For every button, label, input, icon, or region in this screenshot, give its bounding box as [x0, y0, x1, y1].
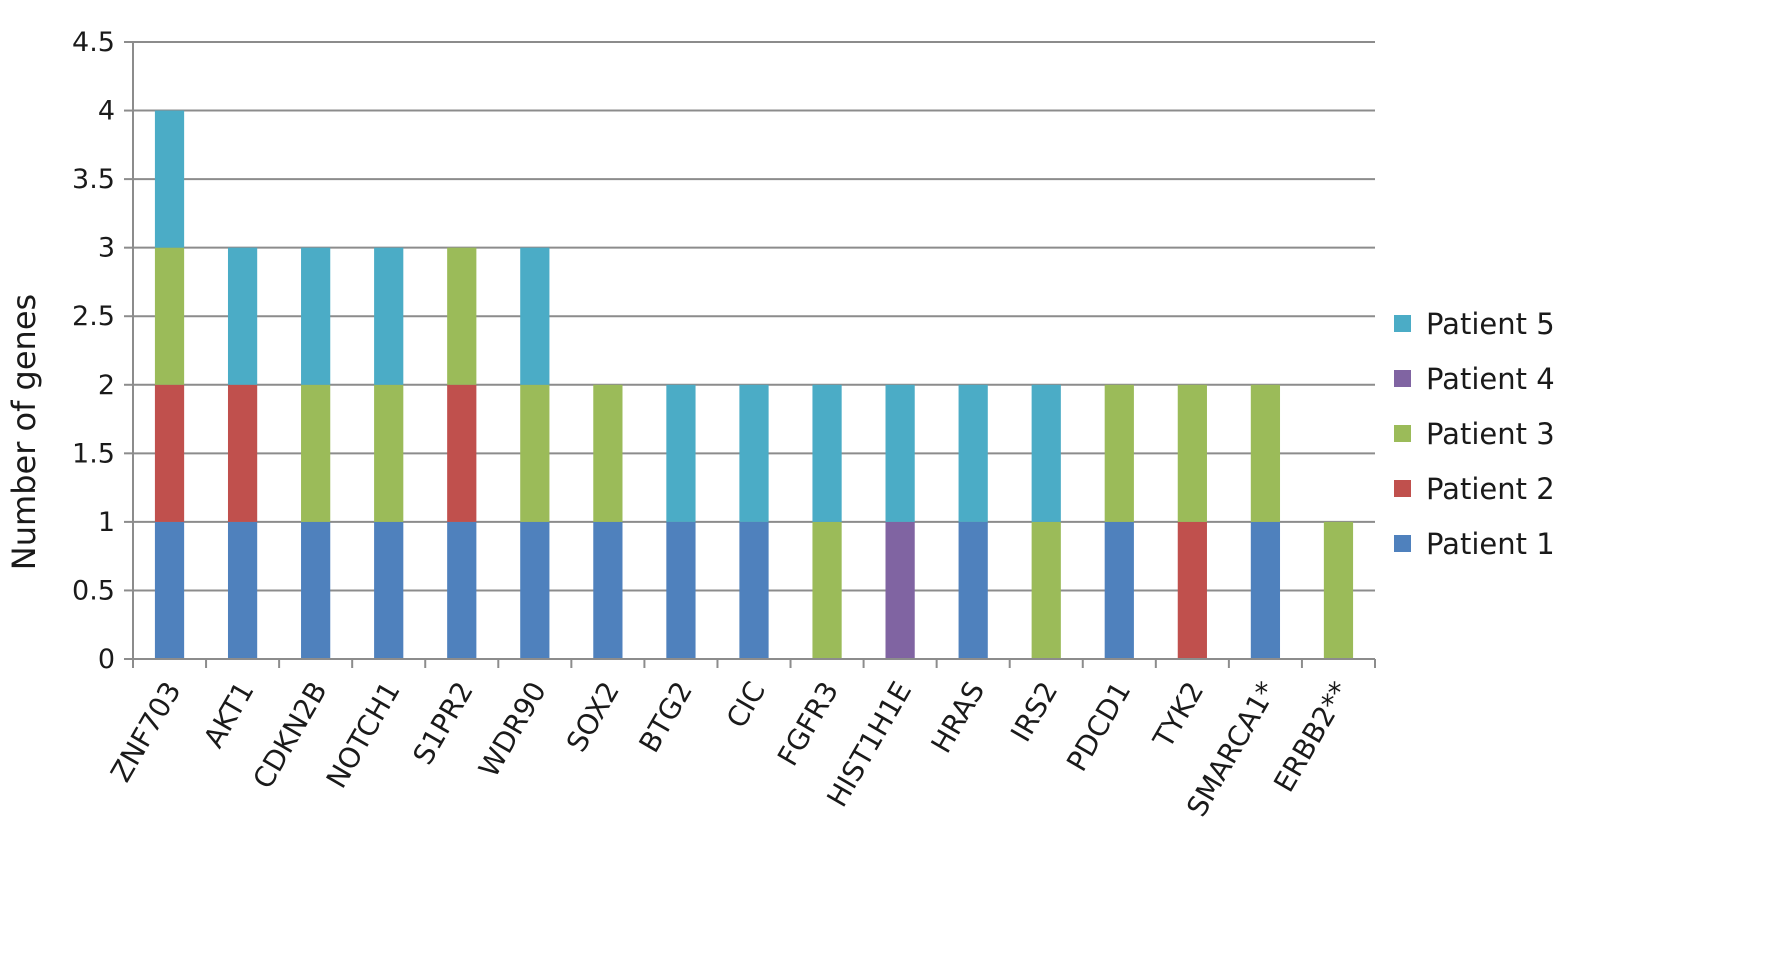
y-tick-label: 3: [98, 233, 115, 264]
bar-segment: [154, 384, 185, 522]
x-tick-label: S1PR2: [406, 676, 479, 770]
bar-segment: [227, 521, 258, 659]
bar-segment: [447, 384, 477, 522]
y-tick-label: 3.5: [72, 164, 115, 195]
x-tick-label: CIC: [720, 676, 772, 734]
x-tick-label: PDCD1: [1060, 676, 1137, 777]
bar-segment: [1177, 384, 1207, 522]
bar-segment: [154, 110, 185, 248]
bar-segment: [520, 384, 550, 522]
legend-label: Patient 3: [1426, 417, 1555, 451]
legend: Patient 5 Patient 4 Patient 3 Patient 2 Pati…: [1394, 307, 1555, 561]
bar-segment: [227, 247, 258, 385]
bar-segment: [885, 521, 915, 659]
axes: [124, 41, 1376, 668]
bar-segment: [593, 521, 623, 659]
bar-segment: [812, 521, 842, 659]
bar-segment: [520, 521, 550, 659]
bar-segment: [154, 521, 185, 659]
bar-segment: [958, 384, 988, 522]
bar-segment: [739, 384, 769, 522]
bar-segment: [593, 384, 623, 522]
bar-segment: [739, 521, 769, 659]
bar-segment: [520, 247, 550, 385]
bar-segment: [301, 384, 331, 522]
bar-segment: [1104, 521, 1134, 659]
y-tick-label: 4: [98, 96, 115, 127]
bar-segment: [1250, 384, 1281, 522]
x-tick-label: IRS2: [1004, 676, 1064, 747]
legend-label: Patient 5: [1426, 307, 1555, 341]
y-tick-label: 4.5: [72, 27, 115, 58]
x-tick-label: AKT1: [197, 676, 261, 753]
gridlines: [133, 41, 1375, 592]
bar-segment: [301, 247, 331, 385]
legend-label: Patient 2: [1426, 472, 1555, 506]
bar-segment: [154, 247, 185, 385]
bar-segment: [447, 247, 477, 385]
bar-segment: [1031, 384, 1061, 522]
y-axis-title: Number of genes: [5, 294, 43, 570]
legend-swatch: [1394, 480, 1411, 497]
bar-segment: [301, 521, 331, 659]
bar-segment: [885, 384, 915, 522]
y-tick-label: 2.5: [72, 301, 115, 332]
bar-segment: [1250, 521, 1281, 659]
bar-segment: [447, 521, 477, 659]
bar-segment: [666, 521, 696, 659]
y-tick-labels: 0 0.5 1 1.5 2 2.5 3 3.5 4 4.5: [72, 27, 115, 675]
y-tick-label: 0: [98, 644, 115, 675]
x-tick-label: SOX2: [560, 676, 626, 757]
y-tick-label: 0.5: [72, 575, 115, 606]
legend-swatch: [1394, 535, 1411, 552]
y-tick-label: 2: [98, 370, 115, 401]
bar-segment: [1323, 521, 1354, 659]
x-tick-label: WDR90: [472, 676, 553, 783]
legend-label: Patient 4: [1426, 362, 1555, 396]
x-tick-label: BTG2: [633, 676, 699, 758]
x-tick-label: ZNF703: [104, 676, 187, 787]
bar-segment: [374, 247, 404, 385]
legend-label: Patient 1: [1426, 527, 1555, 561]
bar-segment: [812, 384, 842, 522]
legend-swatch: [1394, 315, 1411, 332]
bar-segment: [1104, 384, 1134, 522]
y-tick-label: 1: [98, 507, 115, 538]
y-tick-label: 1.5: [72, 438, 115, 469]
bar-segment: [1031, 521, 1061, 659]
bar-segment: [666, 384, 696, 522]
x-tick-label: HRAS: [925, 676, 992, 759]
bar-segment: [374, 521, 404, 659]
bar-segment: [1177, 521, 1207, 659]
legend-swatch: [1394, 425, 1411, 442]
bar-segment: [374, 384, 404, 522]
bar-segment: [958, 521, 988, 659]
bar-segment: [227, 384, 258, 522]
x-tick-label: FGFR3: [771, 676, 845, 771]
legend-swatch: [1394, 370, 1411, 387]
x-tick-label: TYK2: [1146, 676, 1210, 754]
bars: [154, 110, 1354, 659]
